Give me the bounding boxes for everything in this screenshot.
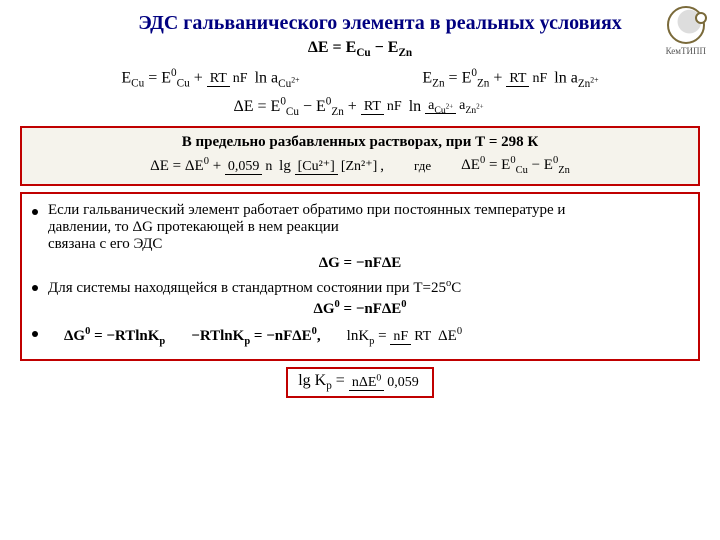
frac-bot: nF (230, 71, 251, 86)
eq-main: ΔE = ECu − EZn (20, 39, 700, 59)
eq-rt-nf: −RTlnKp = −nFΔE0, (191, 326, 320, 347)
box-dilute: В предельно разбавленных растворах, при … (20, 126, 700, 186)
where-label: где (414, 158, 431, 174)
bullet-2: Для системы находящейся в стандартном со… (32, 278, 688, 297)
frac-bot: nF (384, 99, 405, 114)
frac-bot: nF (529, 71, 550, 86)
frac-top: RT (207, 71, 230, 87)
bullet-dot (32, 331, 38, 337)
eq-dg: ΔG = −nFΔE (32, 255, 688, 272)
bullet-1-text: Если гальванический элемент работает обр… (48, 202, 565, 253)
bullet-1: Если гальванический элемент работает обр… (32, 202, 688, 253)
logo-text: КемТИПП (666, 46, 706, 56)
line: давлении, то ΔG протекающей в нем реакци… (48, 219, 339, 235)
eq-lnkp: lnKp = nFRT ΔE0 (347, 326, 462, 347)
box1-title: В предельно разбавленных растворах, при … (32, 134, 688, 151)
box1-content: ΔE = ΔE0 + 0,059n lg [Cu²⁺][Zn²⁺], где Δ… (32, 155, 688, 176)
frac-top: [Cu²⁺] (295, 159, 338, 175)
bullet-dot (32, 209, 38, 215)
nernst-zn: EZn = E0Zn + RTnF ln aZn2+ (422, 67, 598, 90)
delta-e-eq: ΔE = E0Cu − E0Zn + RTnF ln aCu2+aZn2+ (20, 96, 700, 119)
bullet-3: ΔG0 = −RTlnKp −RTlnKp = −nFΔE0, lnKp = n… (32, 324, 688, 349)
frac-bot: [Zn²⁺] (338, 159, 380, 174)
nernst-cu: ECu = E0Cu + RTnF ln aCu2+ (121, 67, 299, 90)
slide: КемТИПП ЭДС гальванического элемента в р… (0, 0, 720, 540)
frac-top: nF (390, 329, 411, 345)
frac-top: RT (506, 71, 529, 87)
frac-top: 0,059 (225, 159, 263, 175)
box1-eq1: ΔE = ΔE0 + 0,059n lg [Cu²⁺][Zn²⁺], (150, 156, 384, 175)
frac-bot: n (262, 159, 275, 174)
bullet-3-content: ΔG0 = −RTlnKp −RTlnKp = −nFΔE0, lnKp = n… (64, 326, 462, 347)
eq-dg0: ΔG0 = −nFΔE0 (32, 299, 688, 318)
bullet-2-text: Для системы находящейся в стандартном со… (48, 278, 461, 297)
frac-bot: 0,059 (384, 375, 422, 390)
line: Для системы находящейся в стандартном со… (48, 280, 461, 296)
line: Если гальванический элемент работает обр… (48, 202, 565, 218)
bullet-dot (32, 285, 38, 291)
final-eq: lg Kp = nΔE00,059 (286, 367, 434, 398)
comma: , (380, 158, 384, 174)
logo: КемТИПП (666, 6, 706, 56)
nernst-row: ECu = E0Cu + RTnF ln aCu2+ EZn = E0Zn + … (60, 67, 660, 90)
ratio-top: aCu2+ (425, 98, 456, 114)
slide-title: ЭДС гальванического элемента в реальных … (60, 12, 700, 35)
ratio-bot: aZn2+ (456, 98, 486, 113)
lg-label: lg (279, 158, 291, 174)
frac-bot: RT (411, 329, 434, 344)
final-eq-wrap: lg Kp = nΔE00,059 (20, 367, 700, 398)
line: связана с его ЭДС (48, 236, 162, 252)
eq-dg0-rt: ΔG0 = −RTlnKp (64, 326, 165, 347)
box-gibbs: Если гальванический элемент работает обр… (20, 192, 700, 361)
frac-top: RT (361, 99, 384, 115)
logo-ring (667, 6, 705, 44)
box1-eq2: ΔE0 = E0Cu − E0Zn (461, 155, 570, 176)
ln-label: ln (409, 98, 421, 115)
frac-top: nΔE0 (349, 375, 384, 391)
